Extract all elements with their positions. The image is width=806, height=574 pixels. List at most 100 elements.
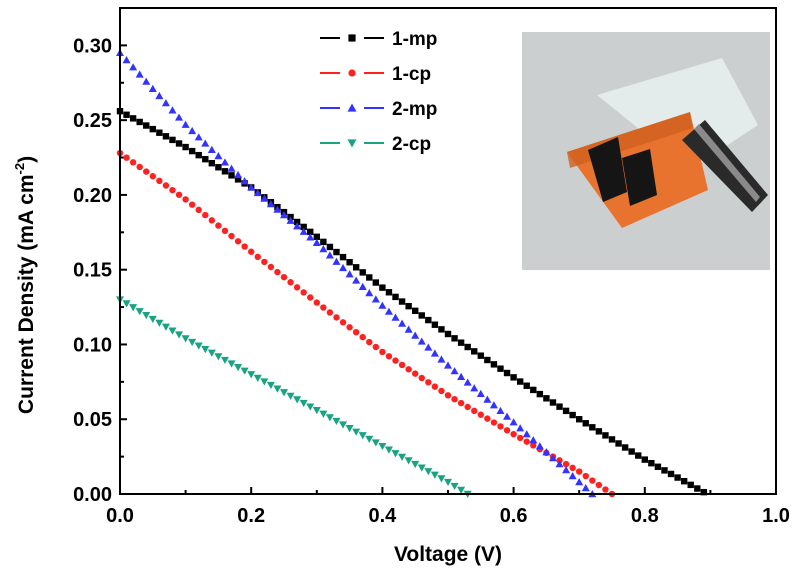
data-point [366,274,373,281]
data-point [280,389,288,397]
data-point [582,472,589,480]
data-point [621,444,629,451]
data-point [194,133,203,141]
legend-marker [347,139,357,148]
legend-item-1-mp: 1-mp [320,29,437,50]
data-point [319,410,328,418]
data-point [293,222,302,230]
data-point [300,289,307,296]
data-point [273,205,282,213]
data-point [530,386,537,394]
data-point [687,481,694,489]
data-point [674,474,681,481]
data-point [266,200,275,208]
data-point [398,361,406,369]
data-point [497,423,504,430]
data-point [542,448,551,456]
data-point [247,371,256,379]
data-point [371,295,380,303]
data-point [122,300,131,308]
data-point [169,136,176,144]
data-point [143,122,150,129]
data-point [306,403,315,411]
data-point [523,382,530,389]
data-point [667,470,675,478]
data-point [320,304,327,311]
data-point [385,353,393,360]
data-point [405,366,412,373]
data-point [202,211,209,219]
data-point [207,145,216,153]
y-axis-title-main: Current Density (mA cm [15,174,38,414]
data-point [234,238,242,245]
data-point [530,442,537,449]
data-point [352,428,361,436]
data-point [378,442,387,451]
data-point [358,282,367,290]
legend-item-2-mp: 2-mp [320,99,437,120]
data-point [195,151,202,159]
data-point [490,361,498,368]
data-point [325,251,334,259]
data-point [181,335,190,343]
data-point [188,126,197,135]
data-point [411,460,420,469]
svg-text:Current Density (mA cm-2): Current Density (mA cm-2) [12,156,38,414]
inset-electrode-2 [622,149,657,206]
data-point [411,331,420,339]
data-point [470,384,479,392]
data-point [576,416,583,423]
data-point [358,432,367,440]
inset-electrode-1 [588,137,627,202]
data-point [430,349,439,357]
data-point [123,111,130,118]
data-point [280,273,288,281]
y-tick-label: 0.10 [73,334,112,356]
data-point [162,182,170,189]
legend-item-1-cp: 1-cp [320,64,431,85]
data-point [378,301,387,309]
data-point [451,335,458,342]
data-point [404,325,413,333]
data-point [345,425,354,433]
data-point [392,357,399,364]
data-point [142,311,151,320]
data-point [379,348,386,356]
data-point [234,363,243,372]
data-point [148,315,157,324]
data-point [247,183,256,191]
data-point [253,188,262,197]
data-point [220,356,229,365]
data-point [123,154,130,161]
data-point [489,401,498,409]
x-tick-label: 0.8 [631,505,659,527]
data-point [122,56,131,64]
data-point [523,438,530,445]
legend-label: 2-mp [392,99,437,120]
data-point [352,276,361,284]
data-point [221,168,229,175]
data-point [510,374,517,381]
data-point [169,186,176,194]
data-point [234,176,242,183]
data-point [254,253,261,261]
legend-marker [348,69,356,77]
data-point [471,407,478,415]
data-point [325,414,334,422]
data-point [346,324,353,331]
data-point [312,238,321,246]
y-tick-label: 0.05 [73,409,112,431]
data-point [516,434,524,442]
data-point [182,143,189,151]
data-point [444,330,452,338]
series-layer [116,48,708,498]
data-point [510,430,517,438]
data-point [391,450,400,458]
data-point [471,348,478,355]
data-point [464,343,471,351]
data-point [536,390,544,398]
data-point [529,436,538,444]
data-point [700,488,708,496]
data-point [444,361,452,369]
data-point [339,263,348,272]
